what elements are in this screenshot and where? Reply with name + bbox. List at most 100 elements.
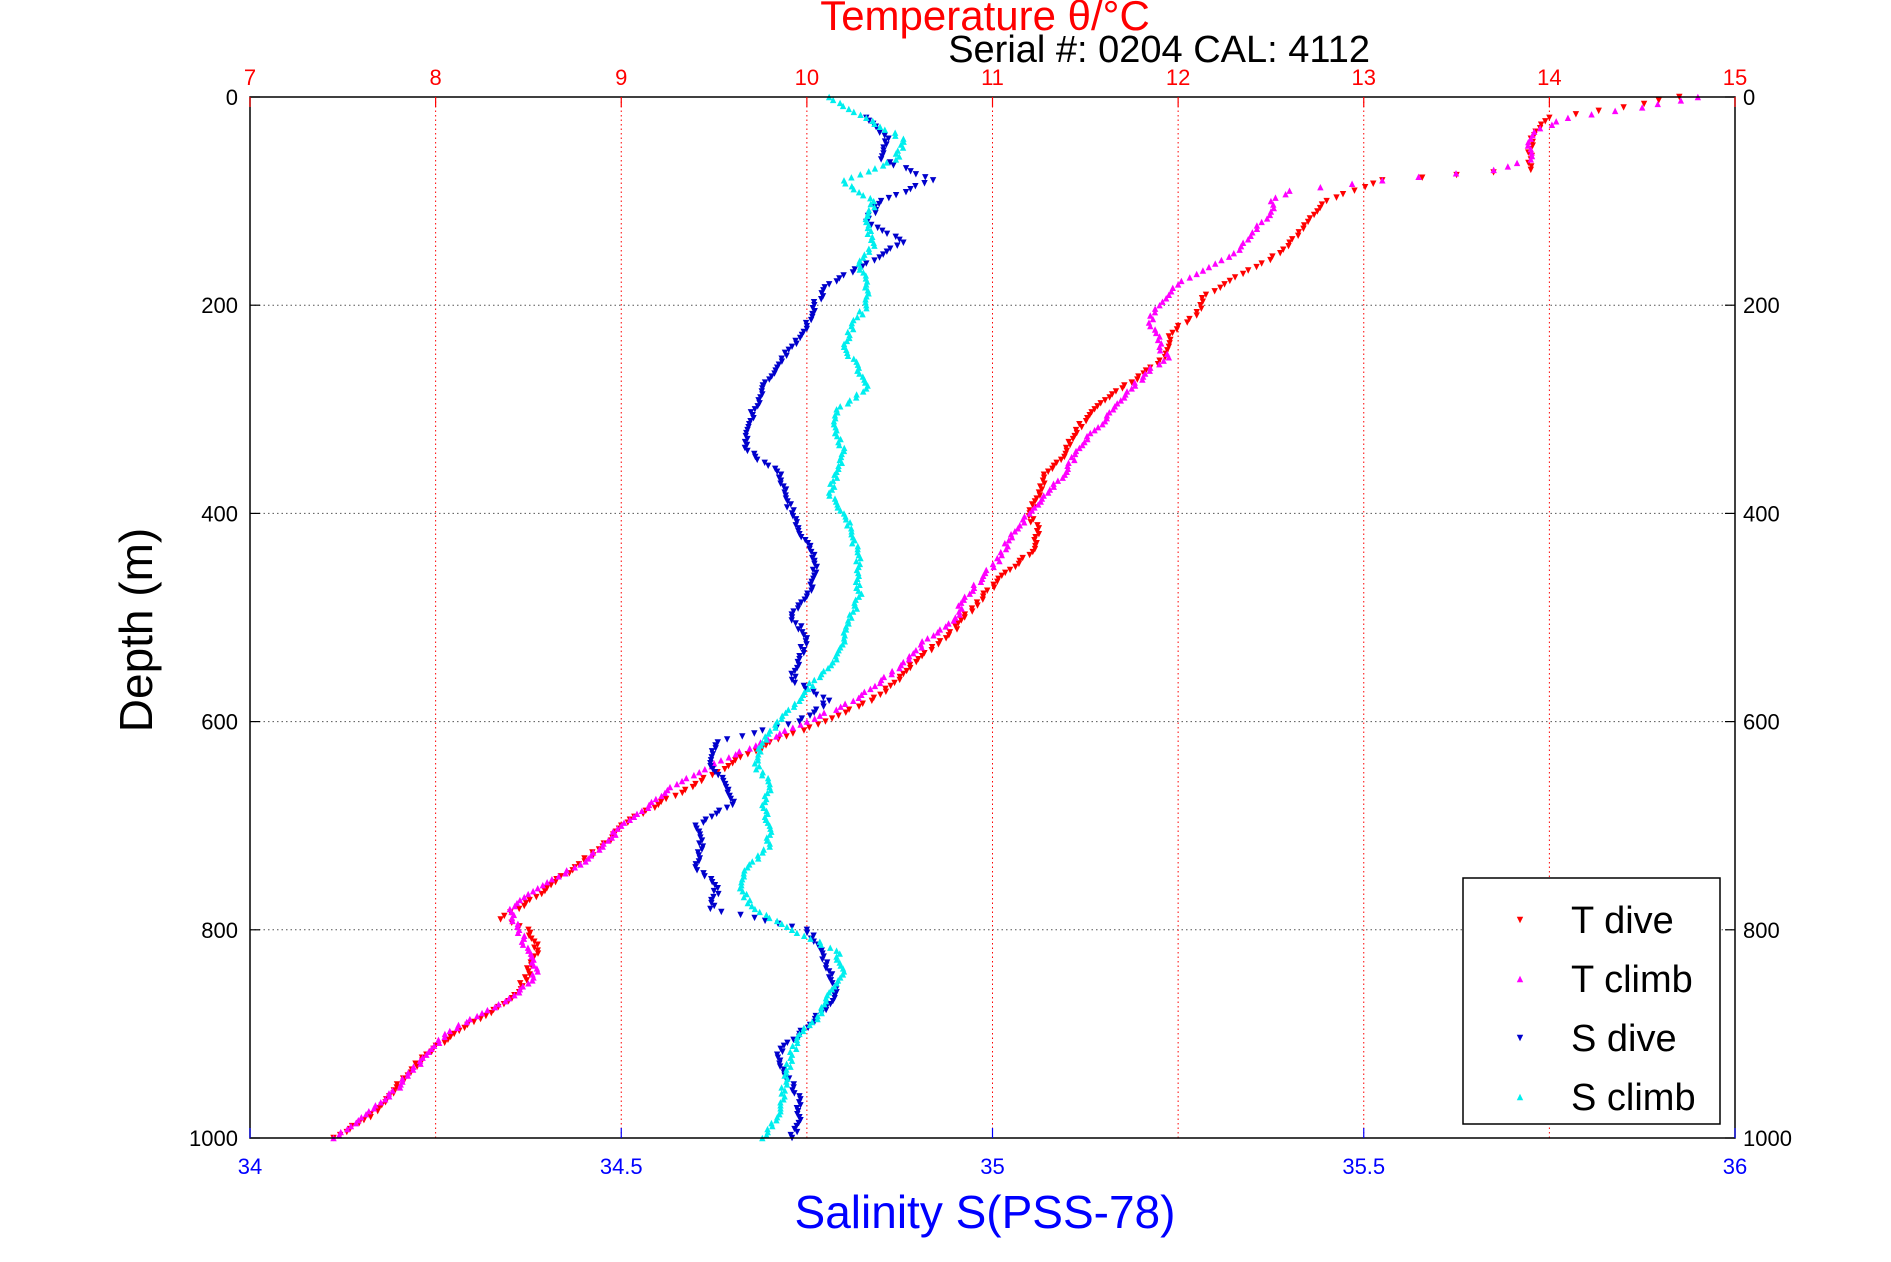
data-point-t-dive-20 — [1202, 291, 1210, 298]
series-s-climb — [736, 93, 907, 1142]
profile-marker-t-climb-45-5 — [683, 774, 690, 782]
profile-marker-t-climb-44-6 — [717, 757, 725, 764]
data-point-t-climb-5 — [1527, 145, 1535, 153]
profile-marker-s-dive-6-5 — [876, 254, 883, 261]
profile-marker-t-dive-59-5 — [461, 1024, 468, 1032]
profile-marker-s-climb-20-1 — [842, 513, 849, 520]
profile-marker-s-climb-16-5 — [836, 441, 843, 449]
profile-marker-s-dive-16-3 — [754, 456, 761, 464]
profile-marker-s-climb-45-6 — [786, 1048, 794, 1055]
profile-marker-s-dive-46-6 — [791, 1090, 798, 1097]
profile-marker-s-climb-41-1 — [836, 950, 843, 957]
profile-marker-s-dive-7-6 — [833, 278, 840, 285]
profile-marker-s-dive-29-5 — [739, 733, 746, 740]
profile-marker-t-dive-47-6 — [657, 798, 665, 806]
profile-marker-t-climb-52-6 — [514, 923, 521, 931]
profile-marker-t-climb-56-3 — [502, 997, 509, 1005]
profile-marker-s-dive-0-5 — [876, 129, 883, 136]
profile-marker-t-climb-26-4 — [1139, 376, 1146, 383]
profile-marker-t-climb-44-2 — [746, 745, 753, 752]
profile-marker-s-climb-36-4 — [755, 855, 762, 862]
profile-marker-s-climb-42-6 — [828, 986, 836, 993]
profile-marker-t-dive-16-2 — [1267, 256, 1274, 264]
profile-marker-s-climb-45-3 — [794, 1039, 801, 1047]
data-point-t-climb-26 — [1147, 364, 1154, 371]
profile-marker-t-climb-33-6 — [1011, 528, 1019, 535]
data-point-t-dive-44 — [822, 718, 829, 725]
y-tick-label-right-800: 800 — [1743, 918, 1780, 943]
profile-marker-s-climb-1-6 — [892, 132, 899, 139]
profile-marker-s-dive-2-1 — [886, 159, 894, 166]
profile-marker-t-dive-13-2 — [1300, 225, 1307, 233]
data-point-t-dive-60 — [450, 1030, 458, 1038]
data-point-t-climb-9 — [1286, 187, 1293, 194]
profile-marker-t-climb-47-4 — [630, 813, 638, 820]
data-point-s-climb-3 — [892, 156, 900, 163]
profile-marker-s-climb-4-6 — [867, 194, 874, 202]
profile-marker-t-climb-33-3 — [1021, 519, 1028, 526]
profile-marker-s-climb-45-1 — [794, 1033, 801, 1041]
profile-marker-t-dive-47-3 — [679, 789, 686, 797]
profile-marker-s-climb-0-5 — [850, 108, 858, 116]
profile-marker-t-climb-58-3 — [435, 1039, 443, 1047]
profile-marker-s-climb-9-1 — [862, 284, 869, 291]
profile-marker-t-climb-34-5 — [1002, 545, 1010, 553]
profile-marker-s-climb-39-4 — [773, 917, 781, 925]
profile-marker-t-climb-40-3 — [896, 664, 903, 672]
profile-marker-t-climb-60-6 — [385, 1090, 393, 1097]
data-point-t-dive-36 — [1026, 551, 1033, 559]
profile-marker-t-climb-38-3 — [942, 623, 949, 630]
profile-marker-t-dive-19-2 — [1211, 288, 1218, 295]
data-point-s-dive-8 — [825, 281, 833, 288]
profile-marker-t-climb-4-1 — [1525, 138, 1532, 146]
profile-marker-t-climb-57-5 — [453, 1024, 461, 1032]
profile-marker-s-climb-43-5 — [818, 1003, 825, 1011]
profile-marker-t-dive-2-1 — [1542, 118, 1549, 125]
profile-marker-s-climb-2-6 — [896, 153, 903, 160]
profile-marker-s-climb-13-6 — [864, 382, 871, 389]
profile-marker-t-climb-8-1 — [1348, 180, 1356, 187]
data-point-t-climb-12 — [1258, 218, 1265, 226]
profile-marker-s-dive-13-6 — [754, 403, 761, 410]
profile-marker-t-climb-49-3 — [587, 852, 595, 859]
profile-marker-t-climb-7-2 — [1415, 173, 1422, 181]
data-point-t-climb-58 — [441, 1030, 449, 1038]
profile-marker-t-climb-0-1 — [1677, 97, 1685, 104]
profile-marker-s-dive-29-4 — [751, 730, 758, 737]
profile-marker-s-dive-11-1 — [785, 346, 792, 354]
profile-marker-s-dive-11-3 — [783, 352, 790, 359]
profile-marker-s-dive-42-6 — [822, 1006, 830, 1014]
profile-marker-s-climb-5-2 — [871, 203, 878, 211]
profile-marker-s-dive-28-4 — [810, 709, 818, 716]
profile-marker-s-dive-21-6 — [812, 569, 820, 577]
profile-marker-s-dive-28-6 — [798, 715, 806, 722]
profile-marker-t-climb-45-2 — [701, 765, 709, 773]
profile-marker-t-dive-30-3 — [1069, 435, 1077, 443]
profile-marker-s-dive-27-3 — [802, 685, 809, 693]
data-point-t-climb-20 — [1156, 302, 1163, 309]
profile-marker-t-climb-31-5 — [1050, 483, 1057, 490]
profile-marker-t-climb-42-6 — [811, 715, 818, 722]
profile-marker-s-dive-4-4 — [872, 209, 879, 217]
profile-marker-t-dive-52-6 — [521, 902, 528, 910]
profile-marker-t-climb-26-5 — [1131, 379, 1138, 386]
profile-marker-s-climb-12-3 — [844, 352, 852, 359]
data-point-t-climb-1 — [1638, 104, 1646, 111]
profile-marker-t-climb-38-1 — [950, 617, 957, 624]
profile-marker-t-climb-48-3 — [612, 831, 619, 838]
data-point-t-climb-8 — [1379, 177, 1386, 184]
y-tick-label-right-1000: 1000 — [1743, 1126, 1792, 1151]
profile-marker-s-climb-0-1 — [829, 96, 837, 104]
profile-marker-t-climb-59-3 — [417, 1060, 424, 1067]
profile-marker-s-dive-25-2 — [803, 641, 810, 648]
profile-marker-s-climb-20-6 — [848, 528, 855, 535]
profile-marker-s-climb-15-2 — [831, 412, 839, 419]
profile-marker-t-dive-18-1 — [1231, 274, 1239, 281]
profile-marker-s-dive-37-1 — [710, 887, 718, 895]
profile-marker-s-climb-10-3 — [859, 310, 866, 318]
profile-marker-s-climb-11-6 — [840, 340, 848, 348]
profile-marker-t-climb-21-1 — [1149, 315, 1157, 323]
profile-marker-s-climb-13-2 — [856, 370, 863, 377]
profile-marker-t-climb-44-5 — [725, 754, 733, 761]
profile-marker-s-dive-28-5 — [806, 712, 814, 719]
